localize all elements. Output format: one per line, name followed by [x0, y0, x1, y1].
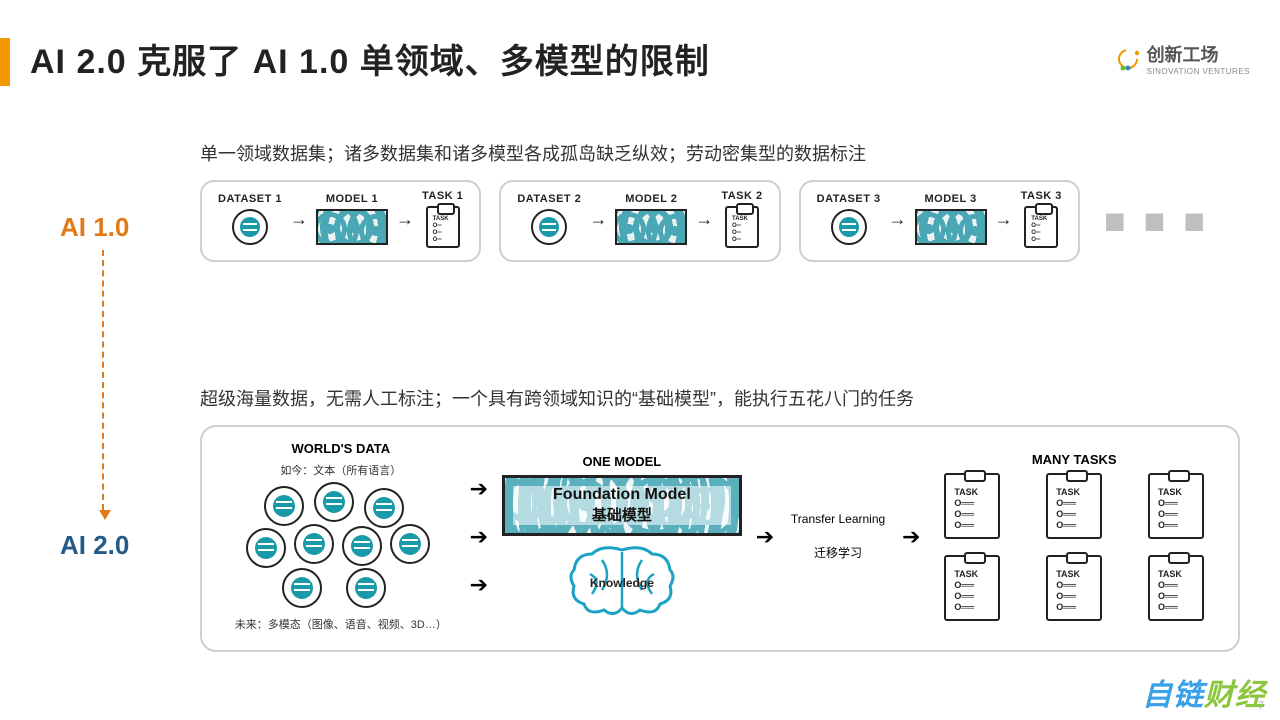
world-future: 未来：多模态（图像、语音、视频、3D…）: [226, 616, 456, 632]
arrow-icon: →: [396, 209, 414, 230]
logo-text-en: SINOVATION VENTURES: [1147, 67, 1250, 76]
many-tasks-col: MANY TASKS TASKO══O══O══ TASKO══O══O══ T…: [934, 452, 1214, 621]
task-icon: TASKO══O══O══: [944, 555, 1000, 621]
ai20-section: 超级海量数据，无需人工标注；一个具有跨领域知识的“基础模型”，能执行五花八门的任…: [200, 385, 1240, 652]
pipeline-box: DATASET 1 → MODEL 1 → TASK 1 TASKO═O═O═: [200, 180, 481, 262]
arrow-icon: →: [589, 209, 607, 230]
tasks-head: MANY TASKS: [934, 452, 1214, 467]
arrow-to-tasks: ➔: [902, 524, 920, 550]
data-cluster: [246, 482, 436, 612]
model-icon: [615, 209, 687, 245]
model-label: MODEL 1: [326, 193, 378, 205]
dataset-label: DATASET 2: [517, 193, 581, 205]
watermark-b: 财经: [1204, 679, 1266, 712]
dataset-label: DATASET 1: [218, 193, 282, 205]
one-model-col: ONE MODEL Foundation Model 基础模型 Knowledg…: [502, 454, 742, 620]
tl-cn: 迁移学习: [788, 544, 888, 561]
tl-en: Transfer Learning: [788, 512, 888, 526]
task-icon: TASKO══O══O══: [1148, 555, 1204, 621]
brain-icon: Knowledge: [562, 540, 682, 620]
dataset-icon: [531, 209, 567, 245]
fm-title: Foundation Model: [513, 486, 731, 504]
timeline-arrow: [102, 250, 104, 510]
ai20-desc: 超级海量数据，无需人工标注；一个具有跨领域知识的“基础模型”，能执行五花八门的任…: [200, 385, 1240, 411]
task-icon: TASKO══O══O══: [944, 473, 1000, 539]
arrow-to-tasks: ➔: [756, 524, 774, 550]
pipeline-box: DATASET 3 → MODEL 3 → TASK 3 TASKO═O═O═: [799, 180, 1080, 262]
logo-icon: [1115, 46, 1141, 72]
page-title: AI 2.0 克服了 AI 1.0 单领域、多模型的限制: [30, 34, 710, 83]
logo-text-cn: 创新工场: [1147, 41, 1250, 67]
ai10-desc: 单一领域数据集；诸多数据集和诸多模型各成孤岛缺乏纵效；劳动密集型的数据标注: [200, 140, 1240, 166]
arrow-icon: →: [995, 209, 1013, 230]
model-icon: [915, 209, 987, 245]
pipeline-box: DATASET 2 → MODEL 2 → TASK 2 TASKO═O═O═: [499, 180, 780, 262]
task-icon: TASKO══O══O══: [1148, 473, 1204, 539]
transfer-learning-col: Transfer Learning 迁移学习: [788, 512, 888, 561]
task-grid: TASKO══O══O══ TASKO══O══O══ TASKO══O══O═…: [934, 473, 1214, 621]
arrows-to-model: ➔➔➔: [470, 476, 488, 598]
ai20-box: WORLD'S DATA 如今：文本（所有语言） 未来：多模态（图像、语音、视频…: [200, 425, 1240, 652]
task-icon: TASKO══O══O══: [1046, 473, 1102, 539]
accent-bar: [0, 38, 10, 86]
arrow-icon: →: [695, 209, 713, 230]
world-now: 如今：文本（所有语言）: [226, 462, 456, 478]
ellipsis: ■ ■ ■: [1104, 200, 1209, 242]
arrow-icon: →: [889, 209, 907, 230]
label-ai10: AI 1.0: [60, 212, 129, 243]
label-ai20: AI 2.0: [60, 530, 129, 561]
one-model-head: ONE MODEL: [502, 454, 742, 469]
ai10-pipelines: DATASET 1 → MODEL 1 → TASK 1 TASKO═O═O═ D…: [200, 180, 1240, 262]
task-label: TASK 3: [1021, 190, 1062, 202]
watermark-a: 自链: [1142, 679, 1204, 712]
arrow-icon: →: [290, 209, 308, 230]
task-icon: TASKO═O═O═: [1024, 206, 1058, 248]
ai10-section: 单一领域数据集；诸多数据集和诸多模型各成孤岛缺乏纵效；劳动密集型的数据标注 DA…: [200, 140, 1240, 262]
model-label: MODEL 3: [925, 193, 977, 205]
knowledge-label: Knowledge: [562, 576, 682, 590]
dataset-icon: [232, 209, 268, 245]
header: AI 2.0 克服了 AI 1.0 单领域、多模型的限制 创新工场 SINOVA…: [30, 34, 1250, 83]
task-label: TASK 2: [721, 190, 762, 202]
world-head: WORLD'S DATA: [226, 441, 456, 456]
model-icon: [316, 209, 388, 245]
task-icon: TASKO═O═O═: [426, 206, 460, 248]
task-icon: TASKO══O══O══: [1046, 555, 1102, 621]
logo: 创新工场 SINOVATION VENTURES: [1115, 41, 1250, 76]
dataset-label: DATASET 3: [817, 193, 881, 205]
task-icon: TASKO═O═O═: [725, 206, 759, 248]
fm-subtitle: 基础模型: [513, 504, 731, 525]
model-label: MODEL 2: [625, 193, 677, 205]
watermark: 自链财经: [1142, 670, 1266, 714]
world-data-col: WORLD'S DATA 如今：文本（所有语言） 未来：多模态（图像、语音、视频…: [226, 441, 456, 632]
foundation-model-box: Foundation Model 基础模型: [502, 475, 742, 536]
task-label: TASK 1: [422, 190, 463, 202]
page-number: 7: [1258, 700, 1264, 712]
dataset-icon: [831, 209, 867, 245]
